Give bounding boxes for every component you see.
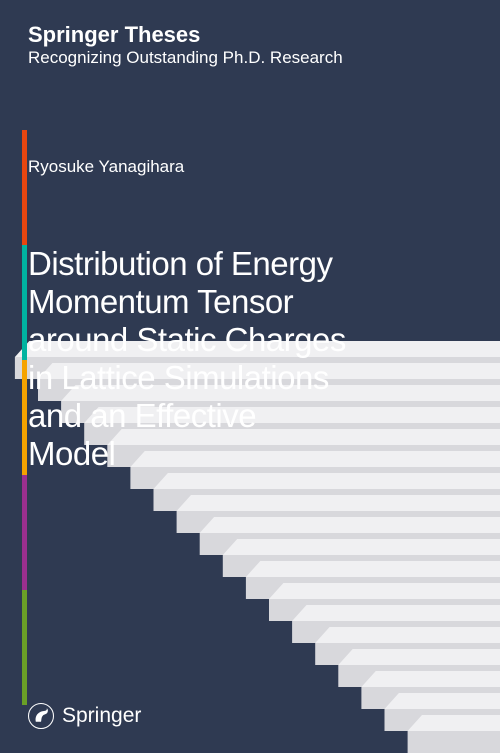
author-name: Ryosuke Yanagihara: [28, 157, 184, 177]
title-line: in Lattice Simulations: [28, 359, 346, 397]
accent-bar: [22, 130, 27, 245]
title-line: and an Effective: [28, 397, 346, 435]
springer-horse-icon: [28, 703, 54, 729]
title-line: around Static Charges: [28, 321, 346, 359]
publisher-mark: Springer: [28, 703, 141, 729]
title-line: Distribution of Energy: [28, 245, 346, 283]
book-title: Distribution of EnergyMomentum Tensoraro…: [28, 245, 346, 473]
accent-bar: [22, 475, 27, 590]
accent-bar: [22, 590, 27, 705]
series-tagline: Recognizing Outstanding Ph.D. Research: [28, 48, 343, 68]
publisher-name: Springer: [62, 704, 141, 728]
title-line: Model: [28, 435, 346, 473]
series-name: Springer Theses: [28, 22, 200, 48]
accent-bar: [22, 245, 27, 360]
accent-bar: [22, 360, 27, 475]
title-line: Momentum Tensor: [28, 283, 346, 321]
